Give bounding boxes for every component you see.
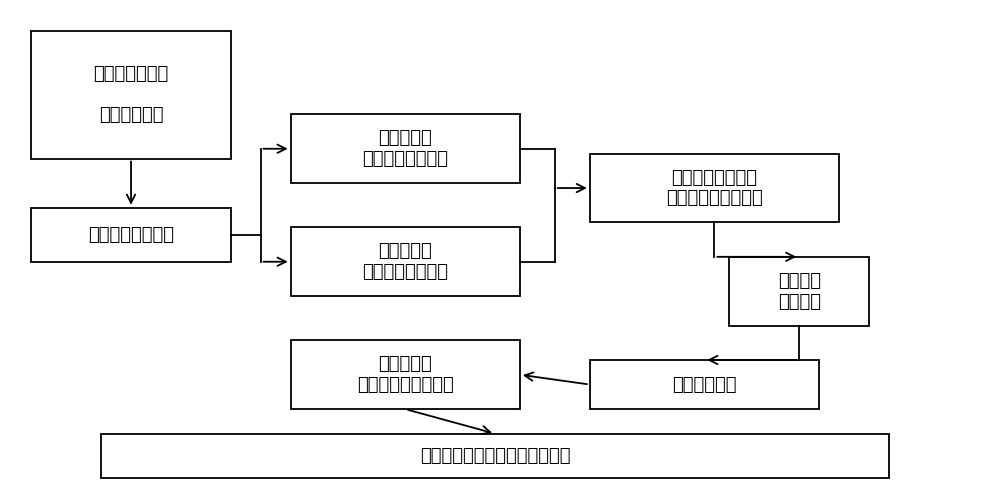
Text: 式测斜数据的集成: 式测斜数据的集成: [671, 169, 757, 187]
Text: 和填筑体分界线: 和填筑体分界线: [93, 65, 169, 83]
Bar: [101, 434, 889, 478]
Bar: [590, 154, 839, 222]
Text: 点二维变形: 点二维变形: [378, 355, 432, 373]
Bar: [729, 257, 869, 326]
Bar: [291, 227, 520, 296]
Text: 远程无线: 远程无线: [778, 292, 821, 311]
Text: 填筑体分层沉降孔: 填筑体分层沉降孔: [362, 150, 448, 168]
Text: 高填方边坡多维度深部变形监测: 高填方边坡多维度深部变形监测: [420, 447, 570, 465]
Bar: [31, 31, 231, 159]
Text: 高填方边坡沿钻孔每: 高填方边坡沿钻孔每: [357, 376, 454, 394]
Text: 传输技术: 传输技术: [778, 272, 821, 290]
Bar: [291, 115, 520, 183]
Text: 固定式土体测斜孔: 固定式土体测斜孔: [362, 263, 448, 281]
Bar: [291, 340, 520, 409]
Text: 布设传感器: 布设传感器: [378, 243, 432, 260]
Text: 数据处理模块: 数据处理模块: [672, 375, 737, 394]
Bar: [31, 207, 231, 262]
Bar: [590, 360, 819, 409]
Text: 明确原始地层: 明确原始地层: [99, 106, 163, 124]
Text: 分层沉降和土体固定: 分层沉降和土体固定: [666, 189, 763, 207]
Text: 布设传感器: 布设传感器: [378, 129, 432, 147]
Text: 钻取两个相邻钻孔: 钻取两个相邻钻孔: [88, 226, 174, 244]
